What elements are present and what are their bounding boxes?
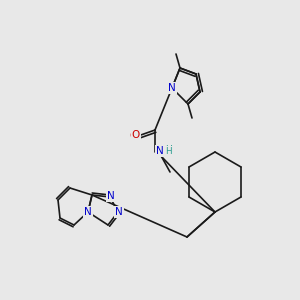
Text: N: N (84, 207, 92, 217)
Text: O: O (130, 131, 138, 141)
Text: N: N (156, 146, 164, 156)
Text: H: H (165, 146, 171, 155)
Text: N: N (157, 145, 165, 155)
Text: N: N (107, 191, 115, 201)
Text: N: N (115, 207, 123, 217)
Text: N: N (168, 83, 176, 93)
Text: H: H (166, 146, 172, 154)
Text: O: O (132, 130, 140, 140)
Text: N: N (168, 83, 176, 93)
